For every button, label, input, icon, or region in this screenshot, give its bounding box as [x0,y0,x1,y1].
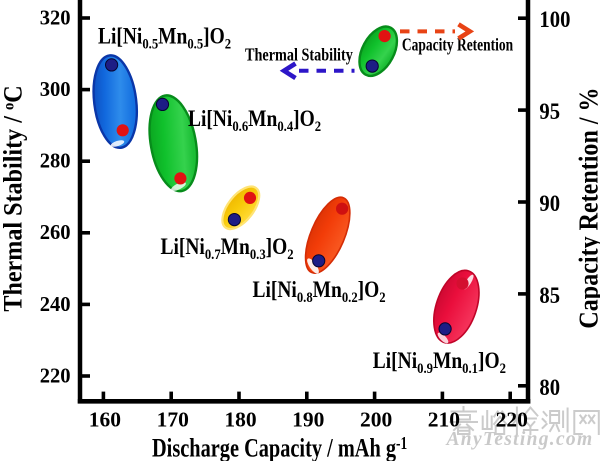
svg-text:Li[Ni0.9Mn0.1]O2: Li[Ni0.9Mn0.1]O2 [373,347,506,377]
svg-text:300: 300 [40,79,71,101]
svg-text:190: 190 [292,408,324,432]
svg-text:Discharge Capacity / mAh g-1: Discharge Capacity / mAh g-1 [152,434,407,461]
svg-text:80: 80 [539,374,560,401]
svg-text:Thermal Stability: Thermal Stability [245,45,353,65]
svg-text:Capacity Retention / %: Capacity Retention / % [573,87,600,328]
svg-text:Thermal Stability / oC: Thermal Stability / oC [0,85,28,311]
svg-text:180: 180 [224,408,256,432]
svg-text:240: 240 [40,294,71,316]
svg-text:320: 320 [40,7,71,29]
svg-text:AnyTesting.com: AnyTesting.com [445,429,594,450]
svg-text:220: 220 [496,408,528,432]
svg-text:210: 210 [428,408,460,432]
svg-text:Capacity Retention: Capacity Retention [402,36,513,55]
svg-text:85: 85 [539,282,560,309]
svg-text:Li[Ni0.7Mn0.3]O2: Li[Ni0.7Mn0.3]O2 [161,234,294,264]
svg-text:Li[Ni0.6Mn0.4]O2: Li[Ni0.6Mn0.4]O2 [188,106,321,136]
svg-text:170: 170 [157,408,189,432]
svg-text:220: 220 [40,365,71,387]
svg-text:Li[Ni0.8Mn0.2]O2: Li[Ni0.8Mn0.2]O2 [253,277,386,307]
svg-text:100: 100 [539,6,570,33]
svg-text:90: 90 [539,190,560,217]
svg-text:260: 260 [40,222,71,244]
svg-text:160: 160 [89,408,121,432]
svg-text:95: 95 [539,98,560,125]
svg-text:Li[Ni0.5Mn0.5]O2: Li[Ni0.5Mn0.5]O2 [98,23,231,53]
svg-text:200: 200 [360,408,392,432]
svg-text:280: 280 [40,151,71,173]
